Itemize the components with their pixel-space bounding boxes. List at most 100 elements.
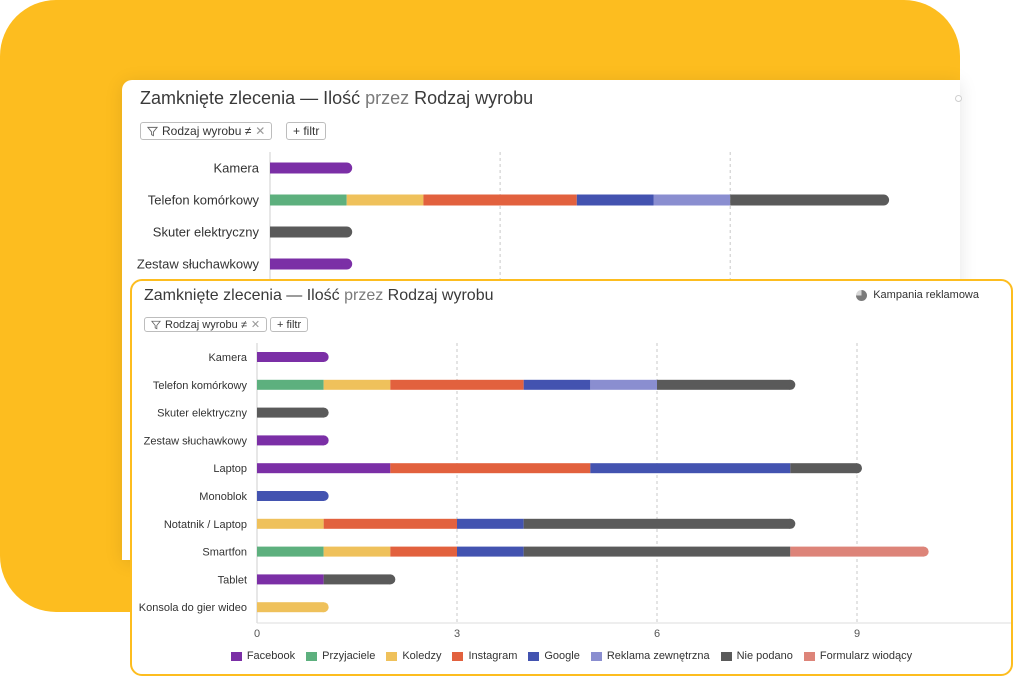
bar-laptop-google[interactable] [590,463,791,474]
category-label-konsola-do-gier-wideo: Konsola do gier wideo [139,602,247,614]
legend-item-instagram[interactable]: Instagram [452,650,517,662]
category-label-skuter-elektryczny: Skuter elektryczny [153,225,260,240]
bar-telefon-komorkowy-koledzy[interactable] [346,194,424,206]
legend-item-facebook[interactable]: Facebook [230,650,296,662]
category-label-kamera: Kamera [213,161,259,176]
legend-swatch [306,651,318,661]
legend-item-formularz-wiodacy[interactable]: Formularz wiodący [803,650,912,662]
category-label-smartfon: Smartfon [202,547,247,559]
category-label-tablet: Tablet [218,574,247,586]
bar-end-cap-telefon-komorkowy [785,379,796,390]
bar-telefon-komorkowy-google[interactable] [576,194,654,206]
bar-telefon-komorkowy-koledzy[interactable] [323,379,391,390]
legend-label: Facebook [246,650,296,662]
bar-smartfon-google[interactable] [457,546,524,557]
bar-end-cap-telefon-komorkowy [878,194,890,206]
front-add-filter-label: + filtr [277,318,302,331]
legend-swatch [590,651,602,661]
bar-smartfon-koledzy[interactable] [323,546,391,557]
bar-konsola-do-gier-wideo-koledzy[interactable] [257,602,324,613]
bar-notatnik-laptop-google[interactable] [457,518,524,529]
legend-swatch [803,651,815,661]
bar-end-cap-skuter-elektryczny [341,226,353,238]
category-label-telefon-komorkowy: Telefon komórkowy [153,380,248,392]
bar-smartfon-instagram[interactable] [390,546,457,557]
close-icon[interactable]: ✕ [255,124,266,138]
pie-chart-icon [856,289,868,301]
campaign-breakdown-button[interactable]: Kampania reklamowa [856,289,979,301]
front-title-part2: Rodzaj wyrobu [387,287,494,304]
bar-zestaw-sluchawkowy-facebook[interactable] [270,258,347,270]
legend-label: Instagram [468,650,518,662]
bar-laptop-nie-podano[interactable] [790,463,857,474]
bar-zestaw-sluchawkowy-facebook[interactable] [257,435,324,446]
legend-swatch [230,651,242,661]
back-title-part2: Rodzaj wyrobu [414,88,534,108]
bar-end-cap-tablet [385,574,396,585]
bar-monoblok-google[interactable] [257,491,324,501]
bar-telefon-komorkowy-reklama-zewnetrzna[interactable] [590,379,657,390]
close-icon[interactable]: ✕ [250,319,261,331]
back-chart-svg: Kamera Telefon komórkowy Skuter elektryczn… [137,152,890,346]
front-filter-chip-label: Rodzaj wyrobu ≠ [165,318,247,331]
bar-notatnik-laptop-nie-podano[interactable] [523,518,791,529]
front-filter-chip[interactable]: Rodzaj wyrobu ≠ ✕ [144,317,268,332]
bar-laptop-facebook[interactable] [257,463,391,474]
x-tick-label-0: 0 [254,628,260,637]
legend-label: Koledzy [402,650,442,662]
legend-item-reklama-zewnetrzna[interactable]: Reklama zewnętrzna [590,650,710,662]
legend-label: Przyjaciele [322,650,376,662]
bar-telefon-komorkowy-instagram[interactable] [423,194,577,206]
legend-item-przyjaciele[interactable]: Przyjaciele [306,650,375,662]
bar-smartfon-formularz-wiodacy[interactable] [790,546,924,557]
legend-label: Reklama zewnętrzna [606,650,710,662]
campaign-button-label: Kampania reklamowa [873,289,979,301]
legend-swatch [720,651,732,661]
front-add-filter-button[interactable]: + filtr [270,317,309,332]
back-filter-chip[interactable]: Rodzaj wyrobu ≠ ✕ [140,122,273,140]
legend-label: Nie podano [736,650,793,662]
x-tick-label-9: 9 [854,628,860,637]
chart-legend: Facebook Przyjaciele Koledzy Instagram Googl… [132,650,1011,662]
bar-kamera-facebook[interactable] [270,162,347,174]
bar-end-cap-zestaw-sluchawkowy [341,258,353,270]
bar-tablet-facebook[interactable] [257,574,324,585]
bar-notatnik-laptop-koledzy[interactable] [257,518,324,529]
bar-telefon-komorkowy-instagram[interactable] [390,379,524,390]
bar-notatnik-laptop-instagram[interactable] [323,518,457,529]
bar-skuter-elektryczny-nie-podano[interactable] [257,407,324,418]
bar-skuter-elektryczny-nie-podano[interactable] [270,226,347,238]
bar-telefon-komorkowy-przyjaciele[interactable] [270,194,347,206]
front-chart-title: Zamknięte zlecenia — Ilość przez Rodzaj … [144,287,494,305]
bar-telefon-komorkowy-nie-podano[interactable] [657,379,791,390]
bar-end-cap-konsola-do-gier-wideo [318,602,329,613]
front-title-przez: przez [344,287,384,304]
back-chart-title: Zamknięte zlecenia — Ilość przez Rodzaj … [140,88,533,109]
legend-item-nie-podano[interactable]: Nie podano [720,650,793,662]
x-tick-label-3: 3 [454,628,460,637]
bar-smartfon-przyjaciele[interactable] [257,546,324,557]
bar-telefon-komorkowy-nie-podano[interactable] [730,194,884,206]
bar-telefon-komorkowy-google[interactable] [523,379,591,390]
category-label-zestaw-sluchawkowy: Zestaw słuchawkowy [137,257,260,272]
back-title-part1: Zamknięte zlecenia — Ilość [140,88,361,108]
bar-end-cap-kamera [341,162,353,174]
back-filter-chip-label: Rodzaj wyrobu ≠ [162,124,252,138]
legend-item-google[interactable]: Google [528,650,580,662]
bar-end-cap-zestaw-sluchawkowy [318,435,329,446]
back-add-filter-button[interactable]: + filtr [286,122,327,140]
category-label-laptop: Laptop [213,463,247,475]
bar-smartfon-nie-podano[interactable] [523,546,791,557]
legend-swatch [528,651,540,661]
bar-laptop-instagram[interactable] [390,463,591,474]
bar-telefon-komorkowy-reklama-zewnetrzna[interactable] [653,194,731,206]
bar-telefon-komorkowy-przyjaciele[interactable] [257,379,324,390]
bar-tablet-nie-podano[interactable] [323,574,391,585]
category-label-monoblok: Monoblok [199,491,247,503]
bar-kamera-facebook[interactable] [257,352,324,362]
x-tick-label-6: 6 [654,628,660,637]
filter-icon [151,320,161,329]
bar-end-cap-monoblok [318,491,329,501]
legend-item-koledzy[interactable]: Koledzy [386,650,441,662]
bar-end-cap-notatnik-laptop [785,518,796,529]
